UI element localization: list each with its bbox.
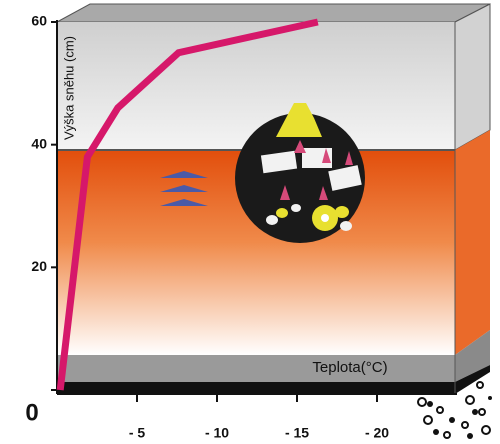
x-tick-label: - 20 xyxy=(365,425,389,441)
y-tick-label: 20 xyxy=(31,258,47,274)
y-tick-label: 40 xyxy=(31,135,47,151)
x-axis-label: Teplota(°C) xyxy=(312,359,387,376)
x-tick-label: - 5 xyxy=(129,425,146,441)
data-line xyxy=(56,18,319,391)
x-tick-label: - 10 xyxy=(205,425,229,441)
y-axis-label: Výška sněhu (cm) xyxy=(61,36,76,140)
x-tick-label: - 15 xyxy=(285,425,309,441)
snow-block xyxy=(56,3,492,439)
y-tick-label: 60 xyxy=(31,13,47,29)
y-tick-label: 0 xyxy=(25,399,38,426)
